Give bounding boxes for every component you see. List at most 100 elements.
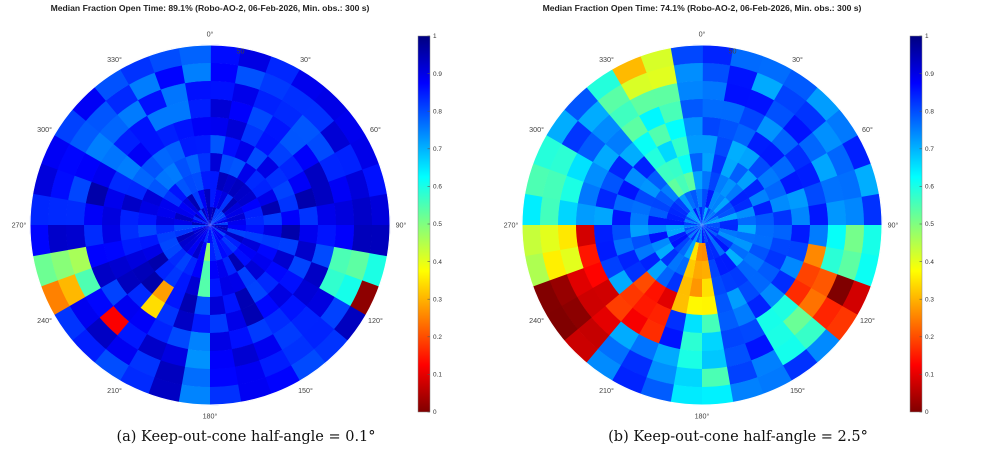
heatmap-cell xyxy=(369,225,391,258)
heatmap-cell xyxy=(313,329,349,364)
heatmap-cell xyxy=(209,349,236,370)
heatmap-cell xyxy=(561,296,592,330)
heatmap-cell xyxy=(786,187,809,210)
heatmap-cell xyxy=(292,143,320,172)
heatmap-cell xyxy=(163,266,183,288)
heatmap-cell xyxy=(597,334,630,366)
heatmap-cell xyxy=(708,258,721,279)
heatmap-cell xyxy=(260,200,282,216)
heatmap-cell xyxy=(805,329,841,364)
heatmap-cell xyxy=(782,349,818,382)
heatmap-cell xyxy=(689,278,702,298)
heatmap-cell xyxy=(670,44,703,66)
colorbar-tick-label: 0.7 xyxy=(433,146,442,153)
heatmap-cell xyxy=(175,177,193,198)
heatmap-cell xyxy=(218,238,234,257)
heatmap-cell xyxy=(191,116,211,137)
heatmap-cell xyxy=(210,207,220,225)
heatmap-cell xyxy=(609,99,640,129)
heatmap-cells xyxy=(521,44,883,406)
heatmap-cell xyxy=(255,271,280,295)
angle-tick-label: 150° xyxy=(298,386,313,395)
heatmap-cell xyxy=(234,287,256,311)
heatmap-cell xyxy=(351,196,373,226)
heatmap-cell xyxy=(773,335,807,366)
heatmap-cell xyxy=(210,221,229,226)
heatmap-cell xyxy=(290,349,326,382)
heatmap-cell xyxy=(190,313,210,334)
heatmap-cell xyxy=(576,287,606,318)
heatmap-cell xyxy=(639,178,661,198)
heatmap-cell xyxy=(245,280,269,304)
heatmap-cell xyxy=(210,210,225,225)
heatmap-cell xyxy=(798,132,828,163)
heatmap-cell xyxy=(585,348,621,382)
heatmap-cell xyxy=(210,225,228,235)
heatmap-cell xyxy=(708,190,721,210)
heatmap-cell xyxy=(178,201,197,216)
heatmap-cell xyxy=(294,240,317,263)
angle-tick-label: 30° xyxy=(300,55,311,64)
angle-tick-label: 210° xyxy=(107,386,122,395)
heatmap-cell xyxy=(83,224,104,247)
heatmap-cell xyxy=(611,364,647,395)
heatmap-cell xyxy=(686,134,703,155)
heatmap-cell xyxy=(194,134,211,155)
heatmap-cell xyxy=(184,275,201,297)
heatmap-cell xyxy=(672,366,702,388)
heatmap-cell xyxy=(542,249,567,281)
heatmap-cell xyxy=(808,203,829,226)
heatmap-cell xyxy=(825,306,859,342)
heatmap-cell xyxy=(702,213,718,225)
heatmap-cell xyxy=(591,113,622,145)
heatmap-cell xyxy=(664,309,687,332)
heatmap-cell xyxy=(225,118,248,141)
heatmap-cell xyxy=(125,179,148,201)
heatmap-cell xyxy=(595,240,618,263)
heatmap-cell xyxy=(812,120,843,154)
heatmap-cell xyxy=(702,215,720,225)
heatmap-cell xyxy=(733,237,754,253)
heatmap-cell xyxy=(557,199,579,225)
heatmap-cell xyxy=(702,225,714,241)
heatmap-cell xyxy=(683,190,696,210)
heatmap-cell xyxy=(243,231,264,244)
heatmap-cell xyxy=(669,384,702,406)
heatmap-cell xyxy=(765,100,796,129)
heatmap-cell xyxy=(142,188,164,207)
heatmap-cell xyxy=(85,131,114,162)
heatmap-cell xyxy=(756,365,793,395)
heatmap-cell xyxy=(147,251,169,272)
heatmap-cell xyxy=(222,173,238,194)
heatmap-cell xyxy=(630,199,652,216)
heatmap-cell xyxy=(237,243,258,261)
heatmap-cell xyxy=(557,224,578,251)
heatmap-cell xyxy=(294,187,317,210)
heatmap-cell xyxy=(640,47,675,73)
heatmap-cell xyxy=(618,282,645,308)
heatmap-cell xyxy=(158,197,179,213)
heatmap-cell xyxy=(686,213,702,225)
heatmap-cell xyxy=(577,243,601,269)
heatmap-cell xyxy=(216,190,229,210)
heatmap-cell xyxy=(592,143,620,171)
heatmap-cell xyxy=(240,302,265,327)
heatmap-cell xyxy=(210,213,226,225)
heatmap-cell xyxy=(695,225,702,244)
heatmap-cell xyxy=(47,195,69,225)
heatmap-cell xyxy=(302,100,335,134)
chart-title: Median Fraction Open Time: 74.1% (Robo-A… xyxy=(543,3,862,13)
heatmap-cell xyxy=(65,224,86,251)
heatmap-cell xyxy=(200,225,210,243)
heatmap-cell xyxy=(597,84,631,115)
heatmap-cell xyxy=(311,181,335,207)
heatmap-cell xyxy=(173,218,193,225)
angle-tick-label: 300° xyxy=(529,125,544,134)
heatmap-cell xyxy=(708,240,721,260)
heatmap-cell xyxy=(210,218,229,225)
heatmap-cell xyxy=(91,261,117,289)
heatmap-cell xyxy=(116,321,147,350)
heatmap-cell xyxy=(702,225,721,232)
heatmap-cell xyxy=(630,234,652,250)
heatmap-cell xyxy=(623,260,647,284)
